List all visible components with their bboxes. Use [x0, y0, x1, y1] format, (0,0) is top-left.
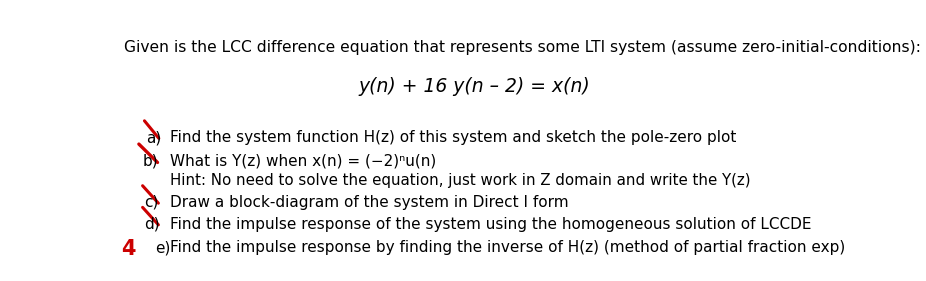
Text: a): a) — [146, 130, 161, 145]
Text: Find the impulse response of the system using the homogeneous solution of LCCDE: Find the impulse response of the system … — [169, 217, 811, 232]
Text: 4: 4 — [121, 239, 136, 259]
Text: c): c) — [144, 195, 159, 210]
Text: e): e) — [156, 240, 170, 255]
Text: Draw a block-diagram of the system in Direct I form: Draw a block-diagram of the system in Di… — [169, 195, 569, 210]
Text: Find the system function H(z) of this system and sketch the pole-zero plot: Find the system function H(z) of this sy… — [169, 130, 736, 145]
Text: y(n) + 16 y(n – 2) = x(n): y(n) + 16 y(n – 2) = x(n) — [358, 77, 591, 96]
Text: Given is the LCC difference equation that represents some LTI system (assume zer: Given is the LCC difference equation tha… — [124, 40, 921, 55]
Text: What is Y(z) when x(n) = (−2)ⁿu(n): What is Y(z) when x(n) = (−2)ⁿu(n) — [169, 154, 436, 169]
Text: Find the impulse response by finding the inverse of H(z) (method of partial frac: Find the impulse response by finding the… — [169, 240, 845, 255]
Text: Hint: No need to solve the equation, just work in Z domain and write the Y(z): Hint: No need to solve the equation, jus… — [169, 173, 750, 188]
Text: d): d) — [144, 217, 160, 232]
Text: b): b) — [143, 154, 158, 169]
